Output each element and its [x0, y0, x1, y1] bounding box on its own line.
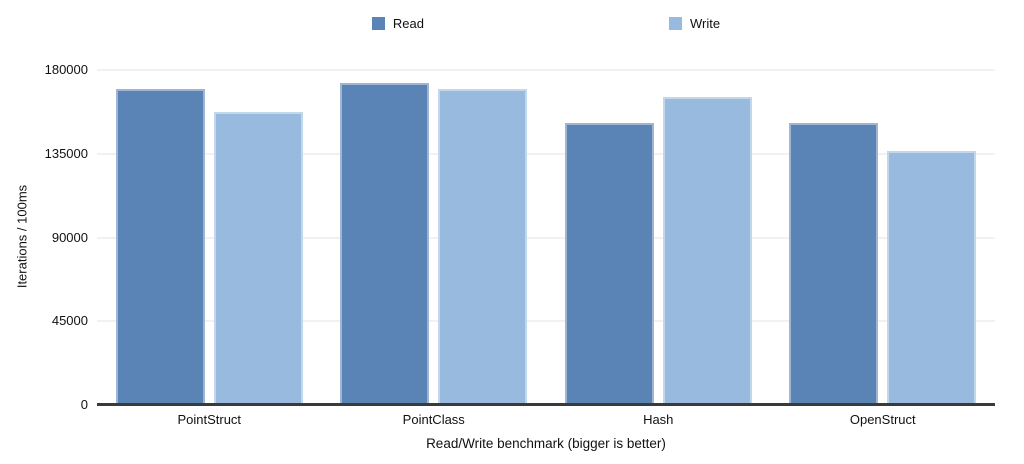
bar-group-hash	[546, 97, 771, 405]
bar-group-openstruct	[771, 123, 996, 405]
bar-write-pointclass	[438, 88, 528, 405]
bar-groups	[97, 70, 995, 405]
x-axis-line	[97, 403, 995, 406]
gridline	[97, 69, 995, 71]
bar-group-pointclass	[322, 83, 547, 405]
write-legend-label: Write	[689, 16, 721, 31]
bar-group-pointstruct	[97, 88, 322, 405]
gridline	[97, 152, 995, 155]
legend-item-write: Write	[668, 16, 721, 31]
y-tick-label: 90000	[51, 229, 88, 245]
write-legend-swatch	[668, 17, 682, 30]
y-axis-title: Iterations / 100ms	[14, 184, 30, 289]
bar-write-openstruct	[887, 151, 977, 405]
bar-read-pointstruct	[115, 88, 205, 405]
bar-write-pointstruct	[213, 111, 303, 405]
read-legend-swatch	[371, 17, 385, 30]
legend: Read Write	[97, 16, 995, 31]
legend-item-read: Read	[371, 16, 424, 31]
x-axis-title: Read/Write benchmark (bigger is better)	[426, 436, 666, 451]
x-tick-label: PointClass	[402, 412, 465, 427]
y-tick-label: 180000	[44, 62, 88, 77]
y-tick-label: 0	[80, 397, 88, 412]
x-tick-label: Hash	[643, 412, 674, 427]
x-axis-labels: PointStruct PointClass Hash OpenStruct	[97, 412, 995, 427]
y-tick-label: 135000	[44, 145, 88, 161]
read-legend-label: Read	[392, 16, 424, 31]
bar-write-hash	[662, 97, 752, 405]
gridline	[97, 236, 995, 239]
x-tick-label: OpenStruct	[849, 412, 916, 427]
plot-area	[97, 69, 995, 405]
y-tick-label: 45000	[51, 313, 88, 329]
x-tick-label: PointStruct	[177, 412, 242, 427]
y-axis-labels: Iterations / 100ms 0 45000 90000 135000 1800…	[0, 0, 89, 464]
gridline	[97, 320, 995, 323]
bar-read-openstruct	[789, 123, 879, 405]
bar-read-pointclass	[340, 83, 430, 405]
bar-read-hash	[564, 123, 654, 405]
